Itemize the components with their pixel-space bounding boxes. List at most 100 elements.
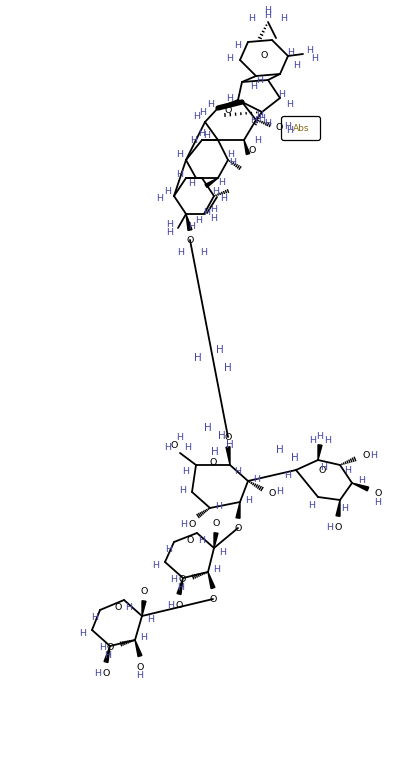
Text: H: H <box>213 564 220 574</box>
Text: H: H <box>258 113 265 122</box>
Text: H: H <box>164 186 171 196</box>
Text: H: H <box>204 207 211 216</box>
Text: H: H <box>180 486 187 494</box>
Text: H: H <box>375 497 382 507</box>
Text: H: H <box>286 126 294 135</box>
Text: H: H <box>189 222 196 230</box>
Text: H: H <box>226 440 234 450</box>
Text: H: H <box>250 116 258 125</box>
Text: H: H <box>137 671 144 681</box>
Text: H: H <box>321 463 328 471</box>
Polygon shape <box>236 502 240 518</box>
Text: H: H <box>285 122 292 130</box>
Text: H: H <box>207 99 214 109</box>
Polygon shape <box>336 500 340 516</box>
Polygon shape <box>205 178 218 187</box>
Text: O: O <box>102 668 110 678</box>
Text: H: H <box>308 500 315 510</box>
Text: H: H <box>153 561 160 570</box>
Text: O: O <box>140 587 148 595</box>
Text: H: H <box>171 575 178 584</box>
Text: H: H <box>285 470 292 480</box>
Text: O: O <box>187 236 194 245</box>
Text: O: O <box>212 518 220 527</box>
Text: H: H <box>256 111 263 119</box>
Text: H: H <box>218 431 226 441</box>
Text: H: H <box>196 216 202 225</box>
Text: H: H <box>227 93 234 102</box>
Text: H: H <box>326 523 333 531</box>
Text: H: H <box>126 602 133 611</box>
Text: H: H <box>245 496 252 504</box>
Text: H: H <box>99 642 106 651</box>
Text: H: H <box>294 61 301 69</box>
Text: O: O <box>209 594 217 604</box>
Text: H: H <box>200 108 207 116</box>
Text: H: H <box>92 612 99 621</box>
Text: H: H <box>310 436 317 444</box>
Text: O: O <box>248 146 256 155</box>
Text: O: O <box>362 450 370 460</box>
Text: H: H <box>211 213 218 223</box>
Text: H: H <box>279 89 285 99</box>
Text: H: H <box>141 632 148 641</box>
Text: H: H <box>254 474 261 484</box>
Text: H: H <box>220 547 227 557</box>
Text: O: O <box>234 524 242 533</box>
Text: O: O <box>224 105 231 115</box>
Text: H: H <box>324 436 332 444</box>
Text: H: H <box>288 48 294 56</box>
Text: H: H <box>265 11 272 19</box>
Text: H: H <box>234 467 241 476</box>
Text: H: H <box>254 136 261 145</box>
Text: O: O <box>318 466 326 474</box>
Text: H: H <box>193 112 200 120</box>
Polygon shape <box>186 214 192 230</box>
Text: H: H <box>216 345 224 355</box>
Text: H: H <box>256 75 263 85</box>
Text: H: H <box>291 453 299 463</box>
Text: O: O <box>106 642 114 651</box>
Text: H: H <box>216 501 222 511</box>
Text: H: H <box>194 353 202 363</box>
Polygon shape <box>214 533 218 548</box>
Text: H: H <box>211 205 218 213</box>
Text: H: H <box>312 53 319 62</box>
Text: H: H <box>371 450 378 460</box>
Text: H: H <box>177 433 184 441</box>
FancyBboxPatch shape <box>281 116 321 140</box>
Text: H: H <box>166 219 173 229</box>
Text: Abs: Abs <box>293 123 309 132</box>
Text: H: H <box>306 45 314 55</box>
Text: O: O <box>188 520 196 528</box>
Text: H: H <box>191 136 198 145</box>
Polygon shape <box>104 646 110 662</box>
Text: H: H <box>204 130 211 139</box>
Polygon shape <box>135 640 142 657</box>
Text: O: O <box>170 440 178 450</box>
Polygon shape <box>352 483 369 490</box>
Text: H: H <box>229 158 236 166</box>
Text: H: H <box>344 466 351 474</box>
Text: H: H <box>182 467 189 476</box>
Text: O: O <box>224 433 231 441</box>
Text: H: H <box>204 423 212 433</box>
Text: H: H <box>198 535 205 544</box>
Text: H: H <box>218 178 225 186</box>
Text: O: O <box>268 488 276 497</box>
Text: H: H <box>227 53 234 62</box>
Text: H: H <box>342 504 348 513</box>
Polygon shape <box>226 447 230 465</box>
Text: H: H <box>211 447 219 457</box>
Polygon shape <box>142 601 146 616</box>
Text: H: H <box>157 193 164 203</box>
Text: H: H <box>276 487 283 496</box>
Text: H: H <box>94 668 101 678</box>
Text: H: H <box>286 99 294 109</box>
Text: O: O <box>136 662 144 671</box>
Text: H: H <box>250 82 258 91</box>
Text: H: H <box>265 119 272 128</box>
Text: O: O <box>187 535 194 544</box>
Text: H: H <box>184 443 191 451</box>
Polygon shape <box>177 578 183 594</box>
